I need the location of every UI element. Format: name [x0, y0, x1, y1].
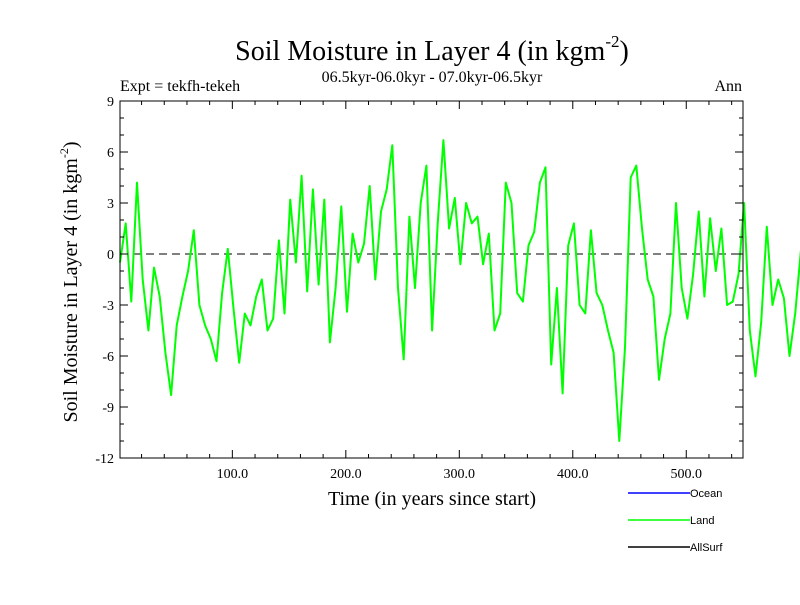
x-tick-label: 300.0: [444, 467, 476, 482]
period-label: Ann: [714, 78, 742, 95]
y-tick-label: -12: [95, 452, 114, 467]
y-tick-label: 0: [107, 248, 114, 263]
y-tick-label: -6: [102, 350, 114, 365]
experiment-label: Expt = tekfh-tekeh: [120, 78, 240, 95]
plot-frame: [119, 100, 744, 459]
chart-title: Soil Moisture in Layer 4 (in kgm-2): [235, 32, 629, 67]
series-line-land: [119, 139, 800, 442]
y-axis-label-main: Soil Moisture in Layer 4 (in kgm: [60, 158, 82, 423]
y-tick-label: -3: [102, 299, 114, 314]
x-tick-label: 400.0: [557, 467, 589, 482]
y-tick-label: 3: [107, 197, 114, 212]
legend-label-allsurf: AllSurf: [690, 542, 723, 554]
chart-title-close: ): [620, 36, 629, 67]
chart-title-superscript: -2: [605, 32, 619, 51]
x-axis-label: Time (in years since start): [328, 488, 536, 510]
y-axis-label: Soil Moisture in Layer 4 (in kgm-2): [57, 141, 82, 422]
y-axis-label-superscript: -2: [57, 148, 71, 158]
chart-subtitle: 06.5kyr-06.0kyr - 07.0kyr-06.5kyr: [322, 69, 543, 86]
x-tick-label: 500.0: [671, 467, 703, 482]
y-tick-label: 9: [107, 95, 114, 110]
legend-label-land: Land: [690, 515, 714, 527]
x-tick-label: 200.0: [330, 467, 362, 482]
y-axis-label-close: ): [60, 141, 82, 148]
y-tick-label: 6: [107, 146, 114, 161]
x-tick-label: 100.0: [217, 467, 249, 482]
y-tick-label: -9: [102, 401, 114, 416]
plot-area: 9 6 3 0 -3 -6 -9 -12 100.0 200.0 300.0 400.0 500.0: [95, 95, 800, 482]
legend: Ocean Land AllSurf: [628, 488, 723, 554]
chart-title-main: Soil Moisture in Layer 4 (in kgm: [235, 36, 605, 67]
legend-label-ocean: Ocean: [690, 488, 722, 500]
